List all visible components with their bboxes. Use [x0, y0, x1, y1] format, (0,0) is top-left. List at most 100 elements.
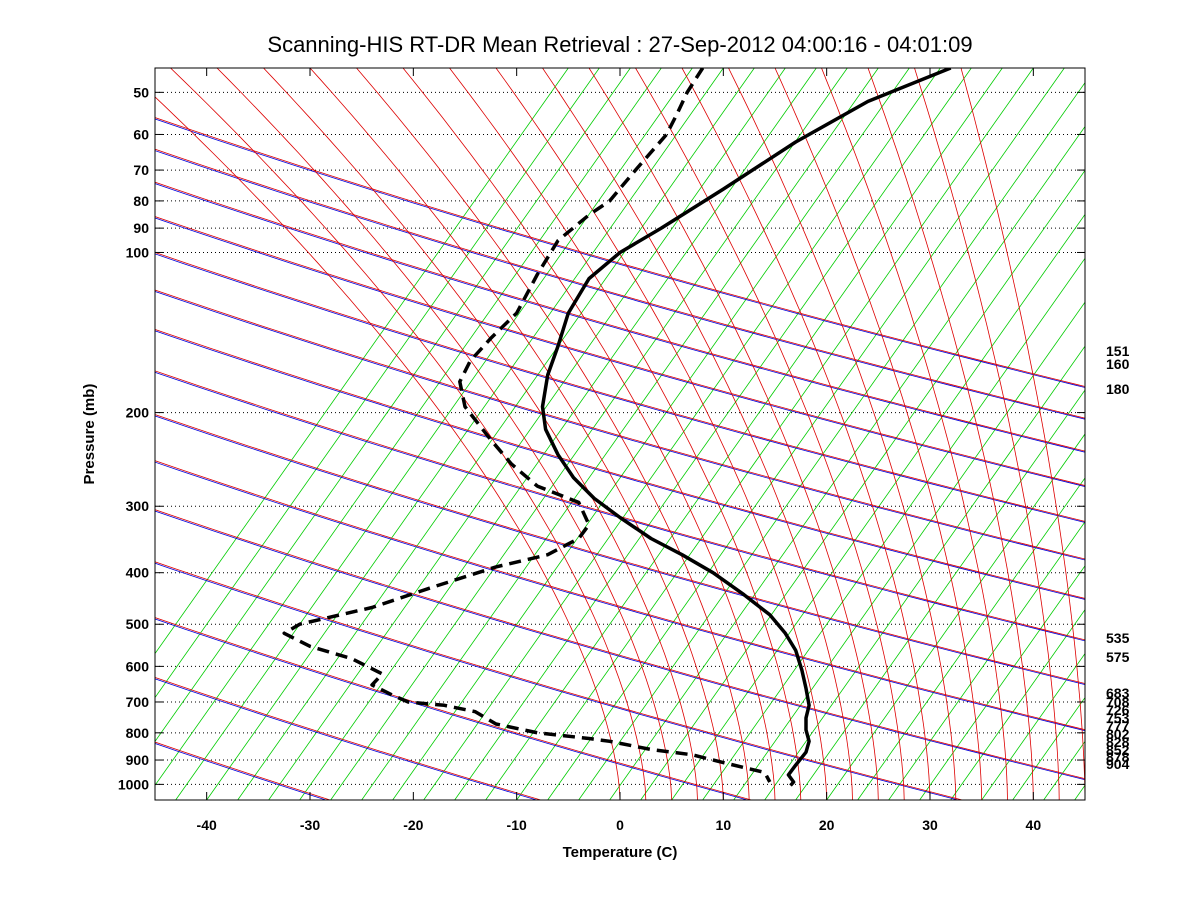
y-tick-label: 90: [133, 220, 149, 236]
y-tick-label: 400: [126, 565, 150, 581]
right-pressure-label: 708: [1106, 694, 1130, 710]
dry-adiabat: [155, 330, 1085, 600]
mixing-ratio-line: [919, 565, 1085, 800]
y-tick-label: 70: [133, 162, 149, 178]
y-tick-label: 100: [126, 244, 150, 260]
dewpoint-profile-line: [282, 68, 772, 783]
right-pressure-label: 777: [1106, 718, 1130, 734]
mixing-ratio-line: [733, 301, 1085, 800]
mixing-ratio-line: [547, 68, 1065, 800]
mixing-ratio-line: [423, 68, 941, 800]
right-pressure-label: 535: [1106, 630, 1130, 646]
mixing-ratio-line: [155, 68, 662, 787]
x-tick-label: -10: [507, 817, 527, 833]
moist-adiabat: [588, 68, 879, 800]
x-axis-label: Temperature (C): [563, 844, 678, 861]
moist-adiabat: [402, 68, 776, 800]
moist-adiabat: [155, 216, 1085, 486]
right-pressure-label: 160: [1106, 356, 1130, 372]
moist-adiabat: [263, 68, 698, 800]
dry-adiabat: [155, 562, 959, 800]
mixing-ratio-line: [330, 68, 848, 800]
chart-title: Scanning-HIS RT-DR Mean Retrieval : 27-S…: [267, 32, 972, 57]
moist-adiabat: [155, 414, 1085, 684]
mixing-ratio-line: [454, 68, 972, 800]
moist-adiabat: [155, 289, 1085, 560]
moist-adiabat: [867, 68, 1034, 800]
right-pressure-label: 575: [1106, 649, 1130, 665]
moist-adiabat: [542, 68, 853, 800]
y-tick-label: 900: [126, 752, 150, 768]
moist-adiabat: [309, 68, 724, 800]
moist-adiabat: [155, 370, 1085, 641]
thermo-background-lines: [155, 68, 1200, 800]
moist-adiabat: [356, 68, 750, 800]
mixing-ratio-line: [857, 477, 1085, 800]
y-tick-label: 800: [126, 725, 150, 741]
plot-area: [154, 67, 1200, 801]
dry-adiabat: [155, 371, 1085, 642]
moist-adiabat: [155, 561, 963, 800]
x-tick-label: 20: [819, 817, 835, 833]
mixing-ratio-line: [1168, 68, 1200, 800]
dry-adiabat: [155, 510, 1085, 781]
moist-adiabat: [155, 148, 1085, 419]
mixing-ratio-line: [175, 68, 693, 800]
x-tick-label: 40: [1026, 817, 1042, 833]
x-tick-label: -30: [300, 817, 320, 833]
mixing-ratio-line: [268, 68, 786, 800]
moist-adiabat: [216, 68, 673, 800]
x-tick-label: 10: [716, 817, 732, 833]
moist-adiabat: [155, 676, 541, 800]
right-pressure-label: 878: [1106, 749, 1130, 765]
y-tick-label: 1000: [118, 776, 149, 792]
x-axis-ticks: -40 -30 -20 -10 0 10 20 30 40: [197, 68, 1042, 833]
y-axis-ticks: 50 60 70 80 90 100 200 300 400 500 600 700 800 900 100…: [118, 84, 1085, 792]
mixing-ratio-line: [888, 521, 1085, 800]
y-tick-label: 200: [126, 405, 150, 421]
dry-adiabat: [155, 253, 1085, 523]
moist-adiabat: [774, 68, 983, 800]
moist-adiabat: [635, 68, 905, 800]
right-pressure-label: 180: [1106, 381, 1130, 397]
dry-adiabat: [155, 618, 748, 800]
mixing-ratio-line: [981, 652, 1085, 800]
y-tick-label: 300: [126, 498, 150, 514]
dry-adiabat: [155, 118, 1085, 388]
dry-adiabat: [155, 217, 1085, 487]
moist-adiabat: [155, 117, 1085, 387]
y-axis-label: Pressure (mb): [81, 384, 98, 485]
right-pressure-label: 683: [1106, 685, 1130, 701]
mixing-ratio-line: [206, 68, 724, 800]
mixing-ratio-line: [826, 433, 1085, 800]
y-tick-label: 50: [133, 84, 149, 100]
moist-adiabat: [681, 68, 931, 800]
moist-adiabat: [155, 460, 1085, 731]
dry-adiabat: [155, 415, 1085, 685]
dry-adiabat: [155, 291, 1085, 561]
mixing-ratio-line: [155, 68, 631, 743]
right-pressure-label: 852: [1106, 742, 1130, 758]
moist-adiabat: [170, 68, 647, 800]
mixing-ratio-line: [578, 81, 1085, 800]
mixing-ratio-line: [155, 68, 569, 655]
moist-adiabat: [155, 617, 752, 800]
y-tick-label: 500: [126, 616, 150, 632]
moist-adiabat: [821, 68, 1008, 800]
y-tick-label: 60: [133, 126, 149, 142]
y-tick-label: 600: [126, 658, 150, 674]
right-pressure-label: 802: [1106, 726, 1130, 742]
moist-adiabat: [155, 252, 1085, 522]
mixing-ratio-line: [950, 608, 1085, 800]
mixing-ratio-line: [516, 68, 1034, 800]
moist-adiabat: [960, 68, 1085, 800]
dry-adiabat: [155, 461, 1085, 732]
temperature-profile-line: [540, 68, 952, 787]
y-tick-label: 80: [133, 193, 149, 209]
x-tick-label: -40: [197, 817, 217, 833]
y-tick-label: 700: [126, 694, 150, 710]
right-pressure-label: 904: [1106, 756, 1130, 772]
x-tick-label: 0: [616, 817, 624, 833]
